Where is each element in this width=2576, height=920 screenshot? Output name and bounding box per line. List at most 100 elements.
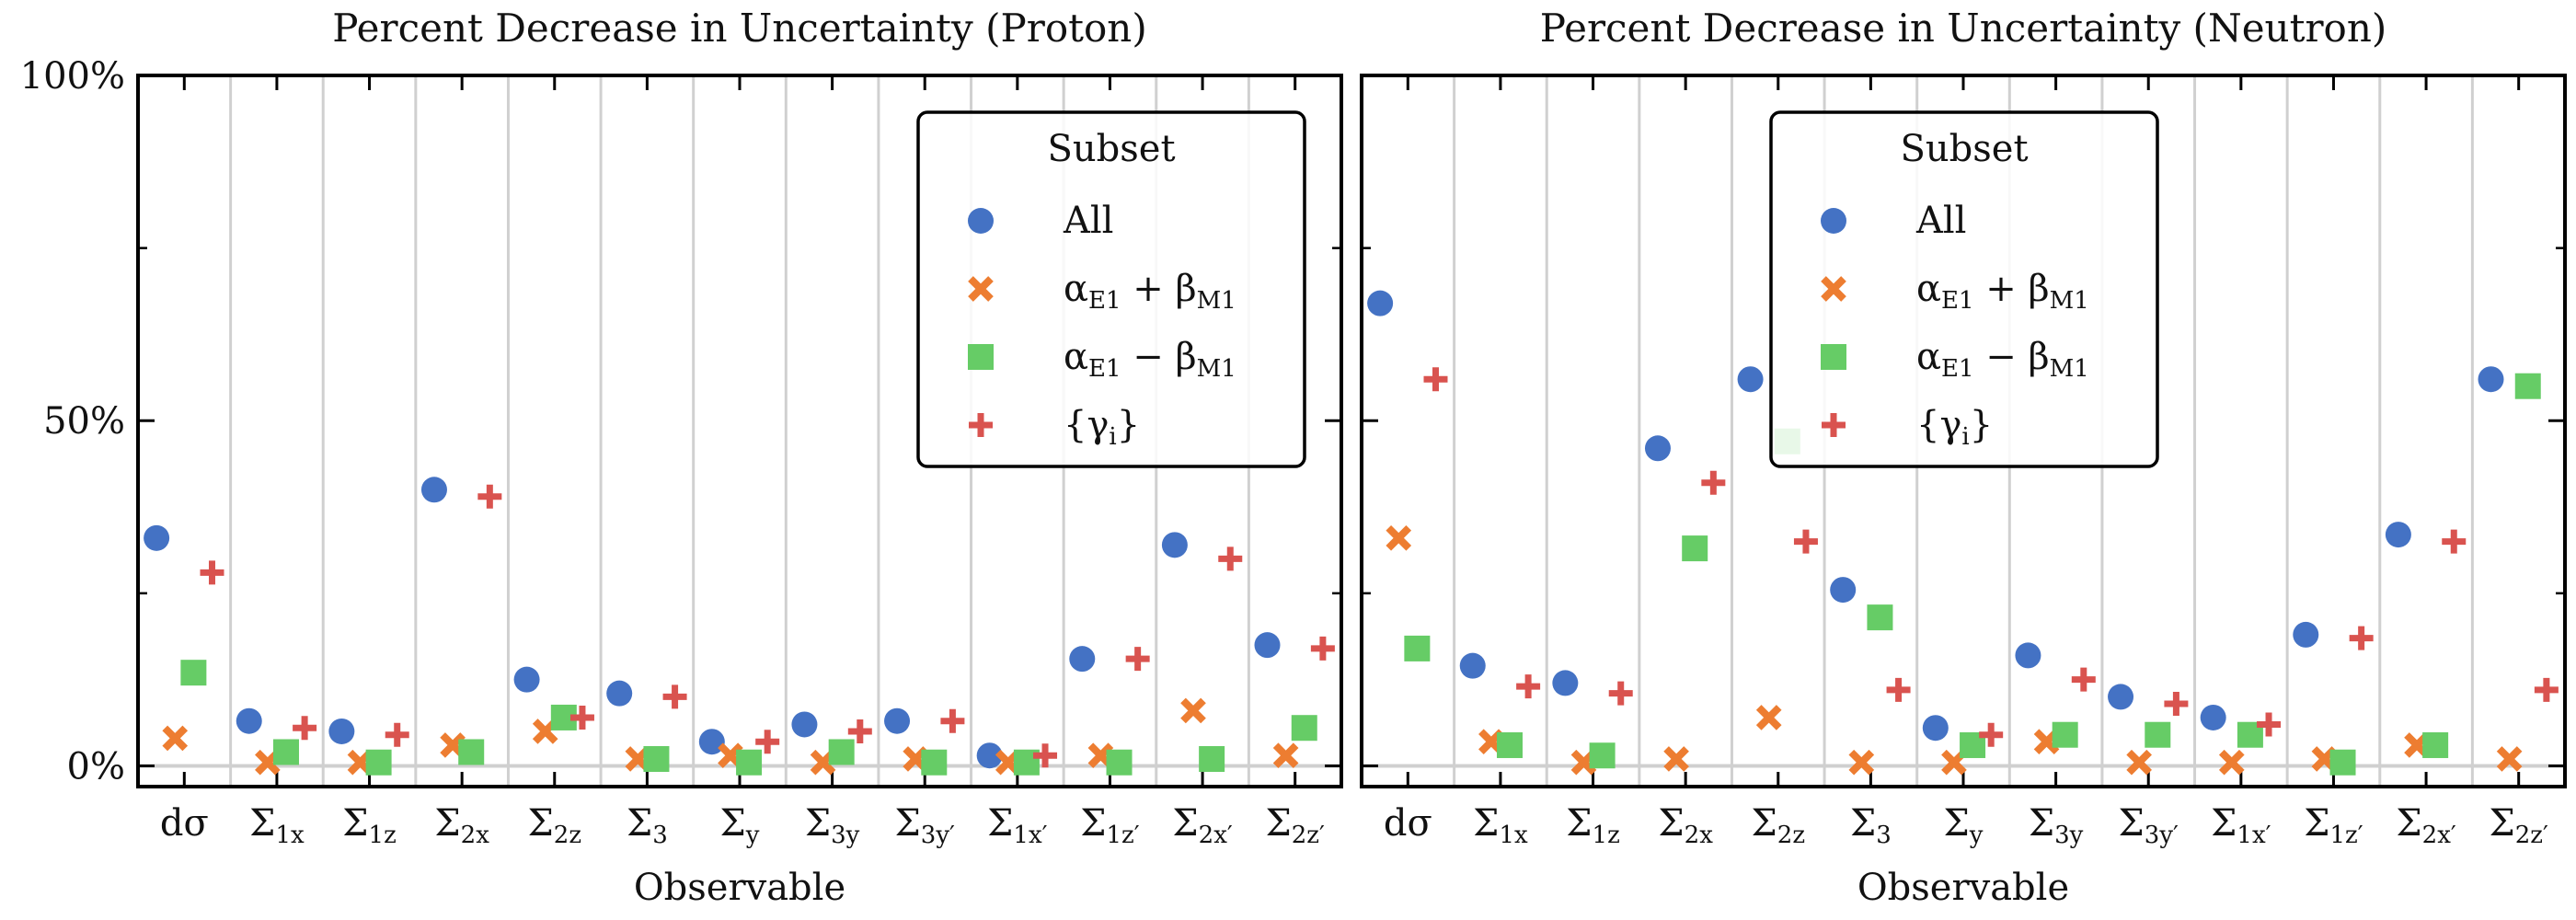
point-aplus [1663, 746, 1689, 772]
legend-label: All [1063, 200, 1113, 242]
panel-neutron: Percent Decrease in Uncertainty (Neutron… [1360, 6, 2567, 909]
point-all [1254, 632, 1281, 659]
y-tick-label: 50% [43, 400, 125, 443]
point-all [2015, 642, 2041, 669]
point-gamma [569, 705, 594, 730]
x-tick-label: Σ2x′ [1172, 802, 1232, 849]
point-all [2293, 621, 2319, 648]
point-aplus [2496, 746, 2523, 772]
point-aplus [1755, 705, 1782, 730]
point-gamma [1516, 674, 1541, 699]
legend-marker [969, 413, 993, 437]
point-all [791, 711, 818, 738]
point-all [2200, 704, 2226, 730]
point-aminus [365, 749, 392, 776]
point-all [513, 666, 540, 693]
x-tick-label: Σ3 [1850, 802, 1892, 849]
legend-marker [1822, 413, 1846, 437]
legend-marker [1821, 344, 1846, 370]
point-all [236, 707, 262, 734]
legend-label: αE1 − βM1 [1064, 336, 1236, 383]
panel-proton: Percent Decrease in Uncertainty (Proton)… [20, 6, 1343, 909]
legend-label: {γi} [1916, 404, 1993, 451]
legend-marker [968, 276, 994, 302]
point-gamma [1423, 367, 1448, 392]
point-aminus [2052, 721, 2078, 748]
point-aminus [2329, 749, 2356, 776]
x-tick-label: Σ1x′ [2211, 802, 2271, 849]
point-gamma [1608, 681, 1633, 706]
x-tick-label: Σ3y′ [895, 802, 956, 849]
x-tick-label: Σy [1944, 802, 1984, 849]
point-aminus [1589, 742, 1616, 769]
point-aminus [1496, 731, 1523, 758]
point-aminus [1106, 749, 1133, 776]
x-tick-label: Σ1z [342, 802, 397, 849]
point-all [1069, 646, 1096, 673]
point-all [1830, 577, 1857, 604]
point-all [1367, 290, 1394, 316]
x-axis-label: Observable [1857, 867, 2069, 909]
x-tick-label: Σ3y [2029, 802, 2084, 849]
point-aplus [1386, 524, 1412, 551]
legend-box [1769, 110, 2159, 468]
x-tick-label: Σ1z′ [1080, 802, 1140, 849]
point-all [1459, 652, 1486, 679]
point-all [1161, 532, 1188, 558]
point-all [144, 524, 170, 551]
point-gamma [1310, 636, 1335, 661]
point-aminus [2145, 721, 2171, 748]
point-all [884, 707, 911, 734]
point-gamma [2442, 529, 2467, 554]
x-tick-label: Σ2x [434, 802, 489, 849]
point-aminus [828, 739, 855, 765]
point-aminus [1682, 535, 1708, 562]
point-aplus [2218, 749, 2245, 776]
x-tick-label: Σ2z [1752, 802, 1806, 849]
legend-marker [968, 344, 994, 370]
point-aminus [1404, 635, 1431, 661]
legend-marker [968, 208, 994, 234]
point-gamma [2164, 691, 2189, 716]
legend-label: αE1 + βM1 [1064, 268, 1236, 315]
point-gamma [1979, 722, 2004, 747]
point-all [2478, 366, 2504, 393]
point-aminus [921, 749, 948, 776]
legend-label: {γi} [1064, 404, 1140, 451]
point-gamma [385, 722, 409, 747]
legend-title: Subset [1047, 128, 1175, 170]
point-gamma [1218, 546, 1243, 571]
point-gamma [2257, 712, 2282, 737]
point-aplus [1180, 697, 1206, 724]
legend-label: αE1 + βM1 [1916, 268, 2089, 315]
point-gamma [293, 716, 317, 741]
point-aminus [272, 739, 299, 765]
point-gamma [2534, 677, 2559, 702]
point-gamma [1701, 470, 1726, 495]
x-tick-label: dσ [160, 802, 209, 845]
x-tick-label: Σ1x′ [987, 802, 1047, 849]
x-tick-label: Σ1z [1566, 802, 1620, 849]
point-gamma [847, 719, 872, 743]
legend-title: Subset [1900, 128, 2028, 170]
point-gamma [1125, 647, 1150, 672]
point-all [1644, 435, 1671, 462]
legend-label: All [1915, 200, 1966, 242]
point-all [606, 680, 633, 707]
point-aminus [1291, 715, 1317, 742]
point-all [1922, 715, 1949, 742]
y-tick-label: 100% [20, 55, 125, 98]
x-tick-label: Σ3y [805, 802, 860, 849]
legend-box [916, 110, 1306, 468]
legend-label: αE1 − βM1 [1916, 336, 2089, 383]
point-aminus [180, 660, 207, 686]
plot-frame [136, 74, 1343, 788]
point-gamma [2071, 667, 2096, 692]
x-tick-label: Σ3 [627, 802, 668, 849]
point-all [976, 742, 1003, 769]
point-aminus [2514, 373, 2541, 399]
point-aplus [1272, 742, 1299, 769]
x-tick-label: Σ2x′ [2396, 802, 2455, 849]
point-aminus [1199, 745, 1225, 772]
